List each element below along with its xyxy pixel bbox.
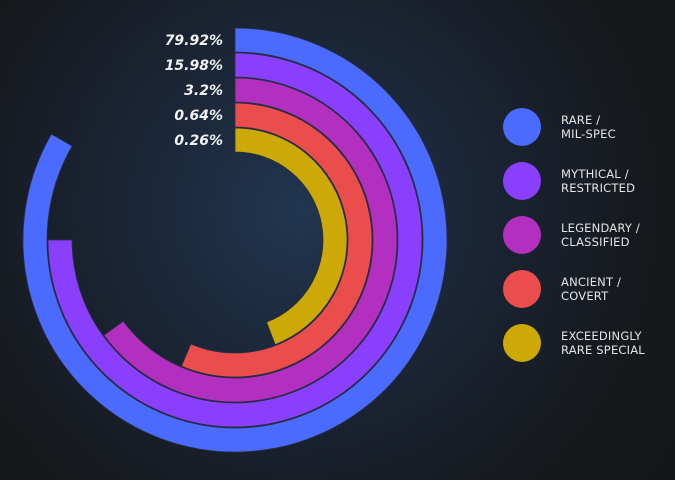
legend-item-rare: RARE / MIL-SPEC xyxy=(503,108,673,148)
legend-swatch xyxy=(503,324,541,362)
radial-bar xyxy=(103,77,398,403)
data-label: 0.26% xyxy=(174,133,223,149)
legend-item-exceedingly-rare: EXCEEDINGLY RARE SPECIAL xyxy=(503,324,673,364)
legend-item-mythical: MYTHICAL / RESTRICTED xyxy=(503,162,673,202)
legend-swatch xyxy=(503,162,541,200)
data-label: 79.92% xyxy=(165,33,223,49)
legend-swatch xyxy=(503,216,541,254)
radial-bar xyxy=(234,127,348,346)
legend-label: RARE / MIL-SPEC xyxy=(561,113,616,141)
legend-item-legendary: LEGENDARY / CLASSIFIED xyxy=(503,216,673,256)
legend-swatch xyxy=(503,270,541,308)
legend-label: ANCIENT / COVERT xyxy=(561,275,622,303)
legend-label: LEGENDARY / CLASSIFIED xyxy=(561,221,640,249)
data-label: 15.98% xyxy=(165,58,223,74)
data-label: 3.2% xyxy=(184,83,223,99)
legend-label: MYTHICAL / RESTRICTED xyxy=(561,167,636,195)
legend-label: EXCEEDINGLY RARE SPECIAL xyxy=(561,329,645,357)
data-label: 0.64% xyxy=(174,108,223,124)
radial-bar xyxy=(180,102,373,378)
radial-bar xyxy=(22,27,448,453)
legend-swatch xyxy=(503,108,541,146)
legend-item-ancient: ANCIENT / COVERT xyxy=(503,270,673,310)
radial-bar xyxy=(47,52,423,428)
